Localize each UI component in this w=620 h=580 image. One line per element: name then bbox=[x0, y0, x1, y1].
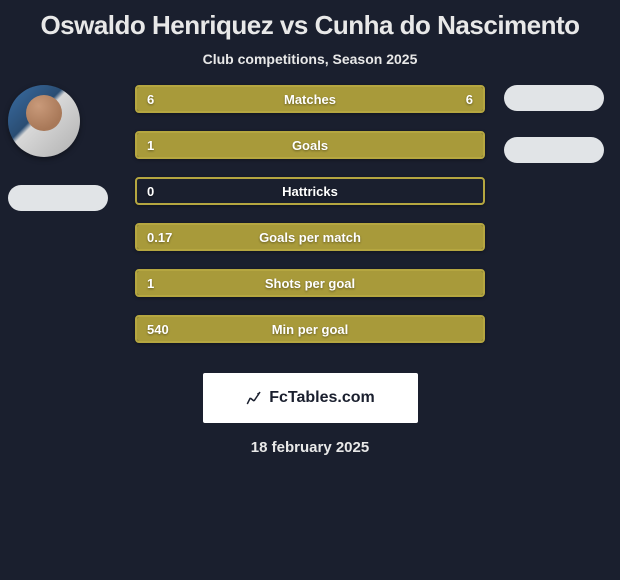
date-line: 18 february 2025 bbox=[0, 439, 620, 456]
brand-text: FcTables.com bbox=[269, 389, 375, 407]
stat-rows: 6Matches6 1Goals 0Hattricks 0.17Goals per m… bbox=[135, 85, 485, 343]
stat-row: 0Hattricks bbox=[135, 177, 485, 205]
page-title: Oswaldo Henriquez vs Cunha do Nascimento bbox=[0, 0, 620, 45]
player-left-block bbox=[8, 85, 80, 157]
stat-right-value: 6 bbox=[456, 92, 483, 107]
stat-row: 1Shots per goal bbox=[135, 269, 485, 297]
stat-label: Matches bbox=[137, 92, 483, 107]
stat-label: Goals per match bbox=[137, 230, 483, 245]
stat-label: Hattricks bbox=[137, 184, 483, 199]
comparison-panel: 6Matches6 1Goals 0Hattricks 0.17Goals per m… bbox=[0, 85, 620, 343]
stat-label: Min per goal bbox=[137, 322, 483, 337]
player-left-avatar bbox=[8, 85, 80, 157]
player-left-name-pill bbox=[8, 185, 108, 211]
player-right-name-pill-2 bbox=[504, 137, 604, 163]
stat-row: 6Matches6 bbox=[135, 85, 485, 113]
brand-box[interactable]: FcTables.com bbox=[203, 373, 418, 423]
stat-row: 0.17Goals per match bbox=[135, 223, 485, 251]
player-right-name-pill-1 bbox=[504, 85, 604, 111]
subtitle: Club competitions, Season 2025 bbox=[0, 51, 620, 67]
stat-label: Shots per goal bbox=[137, 276, 483, 291]
chart-icon bbox=[245, 389, 263, 407]
stat-row: 1Goals bbox=[135, 131, 485, 159]
stat-row: 540Min per goal bbox=[135, 315, 485, 343]
stat-label: Goals bbox=[137, 138, 483, 153]
